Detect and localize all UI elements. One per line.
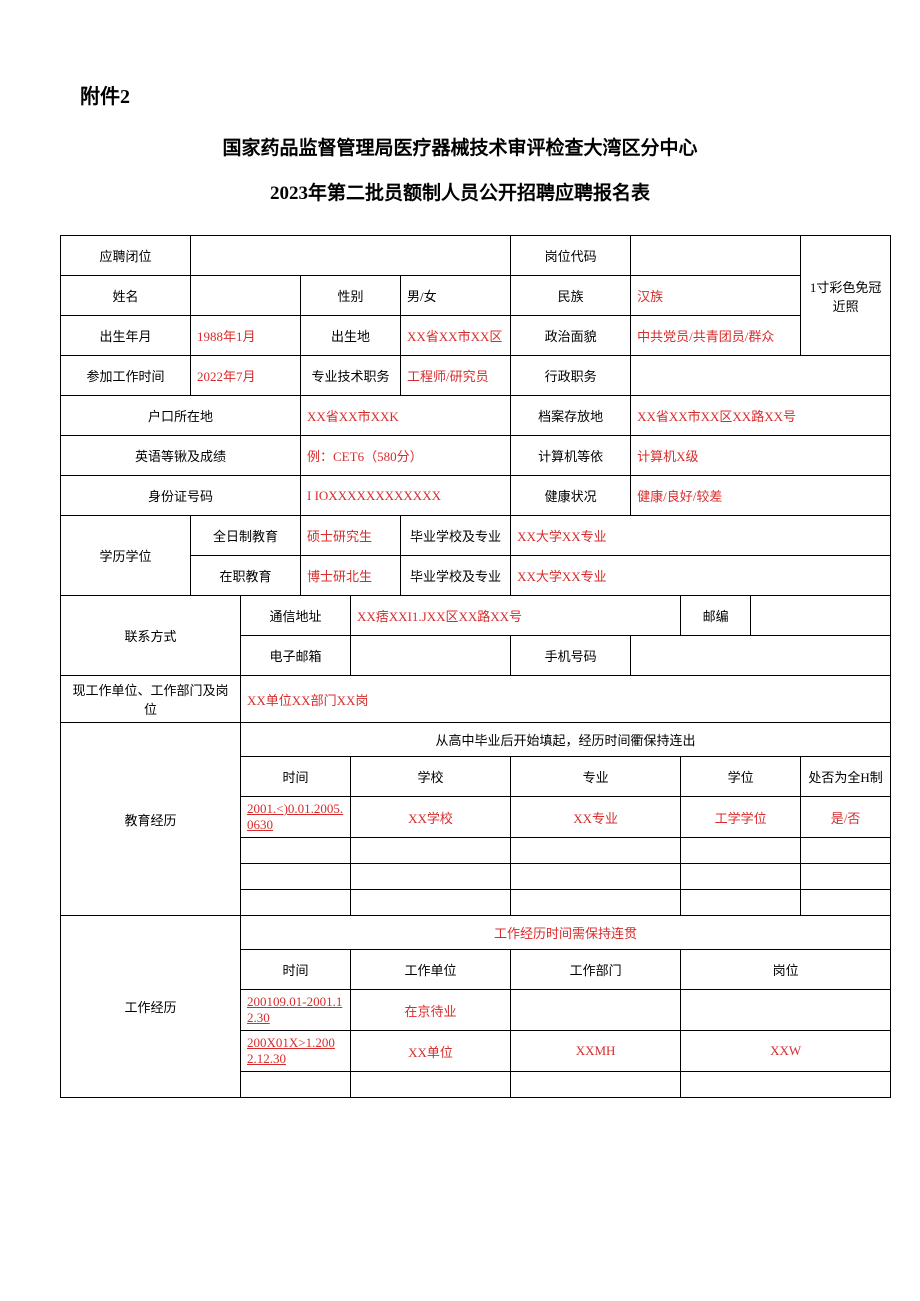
attachment-label: 附件2 bbox=[80, 80, 860, 109]
label-admin-title: 行政职务 bbox=[511, 356, 631, 396]
label-current-work: 现工作单位、工作部门及岗位 bbox=[61, 676, 241, 723]
label-postcode: 邮编 bbox=[681, 596, 751, 636]
label-ethnicity: 民族 bbox=[511, 276, 631, 316]
label-edu-history: 教育经历 bbox=[61, 723, 241, 916]
edu-r1-school: XX学校 bbox=[351, 797, 511, 838]
label-grad2: 毕业学校及专业 bbox=[401, 556, 511, 596]
work-r2-time: 200X01X>1.2002.12.30 bbox=[241, 1031, 351, 1072]
label-work-history: 工作经历 bbox=[61, 916, 241, 1098]
label-id: 身份证号码 bbox=[61, 476, 301, 516]
value-grad1: XX大学XX专业 bbox=[511, 516, 891, 556]
work-r1-pos bbox=[681, 990, 891, 1031]
label-prof-title: 专业技术职务 bbox=[301, 356, 401, 396]
edu-note: 从高中毕业后开始填起，经历时间衢保持连出 bbox=[241, 723, 891, 757]
label-parttime-edu: 在职教育 bbox=[191, 556, 301, 596]
value-english: 例：CET6（580分） bbox=[301, 436, 511, 476]
title-line-2: 2023年第二批员额制人员公开招聘应聘报名表 bbox=[60, 178, 860, 205]
label-grad1: 毕业学校及专业 bbox=[401, 516, 511, 556]
value-position bbox=[191, 236, 511, 276]
work-note: 工作经历时间需保持连贯 bbox=[241, 916, 891, 950]
edu-h-major: 专业 bbox=[511, 757, 681, 797]
value-birth: 1988年1月 bbox=[191, 316, 301, 356]
edu-r1-time: 2001.<)0.01.2005.0630 bbox=[241, 797, 351, 838]
label-gender: 性别 bbox=[301, 276, 401, 316]
title-line-1: 国家药品监督管理局医疗器械技术审评检查大湾区分中心 bbox=[60, 133, 860, 160]
label-birth: 出生年月 bbox=[61, 316, 191, 356]
work-h-dept: 工作部门 bbox=[511, 950, 681, 990]
work-r1-dept bbox=[511, 990, 681, 1031]
value-prof-title: 工程师/研究员 bbox=[401, 356, 511, 396]
value-political: 中共党员/共青团员/群众 bbox=[631, 316, 801, 356]
photo-cell: 1寸彩色免冠近照 bbox=[801, 236, 891, 356]
value-id: I IOXXXXXXXXXXXX bbox=[301, 476, 511, 516]
value-current-work: XX单位XX部门XX岗 bbox=[241, 676, 891, 723]
work-h-unit: 工作单位 bbox=[351, 950, 511, 990]
label-degree: 学历学位 bbox=[61, 516, 191, 596]
work-h-time: 时间 bbox=[241, 950, 351, 990]
edu-h-time: 时间 bbox=[241, 757, 351, 797]
label-address: 通信地址 bbox=[241, 596, 351, 636]
value-position-code bbox=[631, 236, 801, 276]
label-computer: 计算机等依 bbox=[511, 436, 631, 476]
edu-h-degree: 学位 bbox=[681, 757, 801, 797]
value-name bbox=[191, 276, 301, 316]
label-name: 姓名 bbox=[61, 276, 191, 316]
value-computer: 计算机X级 bbox=[631, 436, 891, 476]
work-r2-pos: XXW bbox=[681, 1031, 891, 1072]
value-work-start: 2022年7月 bbox=[191, 356, 301, 396]
value-birthplace: XX省XX市XX区 bbox=[401, 316, 511, 356]
value-ethnicity: 汉族 bbox=[631, 276, 801, 316]
edu-h-fulltime: 处否为全H制 bbox=[801, 757, 891, 797]
label-work-start: 参加工作时间 bbox=[61, 356, 191, 396]
edu-h-school: 学校 bbox=[351, 757, 511, 797]
value-health: 健康/良好/较差 bbox=[631, 476, 891, 516]
label-fulltime-edu: 全日制教育 bbox=[191, 516, 301, 556]
application-form-table: 应聘闭位 岗位代码 1寸彩色免冠近照 姓名 性别 男/女 民族 汉族 出生年月 … bbox=[60, 235, 891, 1098]
work-r1-unit: 在京待业 bbox=[351, 990, 511, 1031]
work-h-pos: 岗位 bbox=[681, 950, 891, 990]
work-r2-unit: XX单位 bbox=[351, 1031, 511, 1072]
value-admin-title bbox=[631, 356, 891, 396]
value-gender: 男/女 bbox=[401, 276, 511, 316]
label-archive: 档案存放地 bbox=[511, 396, 631, 436]
label-hukou: 户口所在地 bbox=[61, 396, 301, 436]
value-grad2: XX大学XX专业 bbox=[511, 556, 891, 596]
work-r1-time: 200109.01-2001.12.30 bbox=[241, 990, 351, 1031]
value-phone bbox=[631, 636, 891, 676]
value-postcode bbox=[751, 596, 891, 636]
label-contact: 联系方式 bbox=[61, 596, 241, 676]
label-english: 英语等锹及成绩 bbox=[61, 436, 301, 476]
label-health: 健康状况 bbox=[511, 476, 631, 516]
value-parttime-deg: 博士研北生 bbox=[301, 556, 401, 596]
label-email: 电子邮箱 bbox=[241, 636, 351, 676]
label-birthplace: 出生地 bbox=[301, 316, 401, 356]
value-email bbox=[351, 636, 511, 676]
edu-r1-ft: 是/否 bbox=[801, 797, 891, 838]
label-position-code: 岗位代码 bbox=[511, 236, 631, 276]
value-archive: XX省XX市XX区XX路XX号 bbox=[631, 396, 891, 436]
edu-r1-degree: 工学学位 bbox=[681, 797, 801, 838]
label-phone: 手机号码 bbox=[511, 636, 631, 676]
label-political: 政治面貌 bbox=[511, 316, 631, 356]
value-fulltime-deg: 硕士研究生 bbox=[301, 516, 401, 556]
edu-r1-major: XX专业 bbox=[511, 797, 681, 838]
value-address: XX痞XXI1.JXX区XX路XX号 bbox=[351, 596, 681, 636]
label-position: 应聘闭位 bbox=[61, 236, 191, 276]
work-r2-dept: XXMH bbox=[511, 1031, 681, 1072]
value-hukou: XX省XX市XXK bbox=[301, 396, 511, 436]
